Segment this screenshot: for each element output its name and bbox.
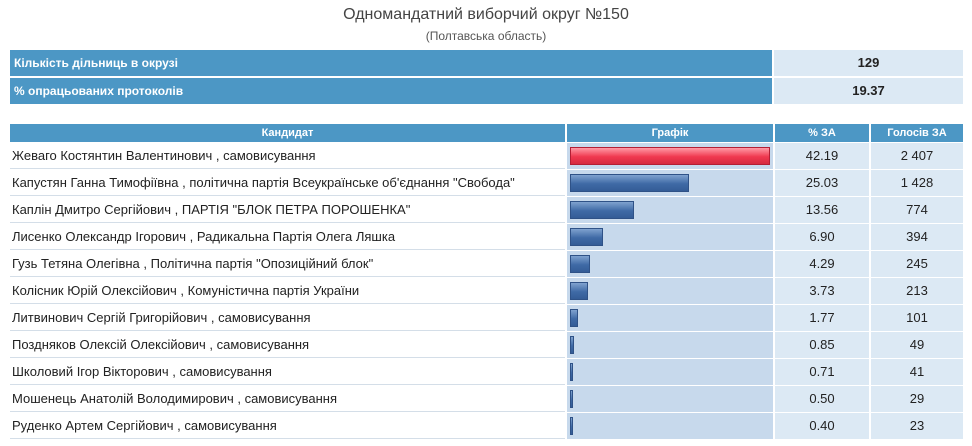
table-row: Колісник Юрій Олексійович , Комуністична… — [10, 278, 963, 304]
percent-value: 0.85 — [775, 332, 869, 358]
vote-bar — [570, 282, 588, 300]
candidate-name: Руденко Артем Сергійович , самовисування — [10, 413, 565, 439]
results-table: Кандидат Графік % ЗА Голосів ЗА Жеваго К… — [10, 124, 963, 439]
summary-row-stations: Кількість дільниць в окрузі 129 — [10, 50, 963, 76]
candidate-name: Литвинович Сергій Григорійович , самовис… — [10, 305, 565, 331]
votes-value: 1 428 — [871, 170, 963, 196]
page-subtitle: (Полтавська область) — [425, 29, 547, 43]
vote-bar — [570, 147, 770, 165]
summary-table: Кількість дільниць в окрузі 129 % опраць… — [10, 50, 963, 106]
summary-label: % опрацьованих протоколів — [10, 78, 772, 104]
header-percent: % ЗА — [775, 124, 869, 142]
votes-value: 41 — [871, 359, 963, 385]
vote-bar — [570, 228, 603, 246]
percent-value: 25.03 — [775, 170, 869, 196]
table-row: Каплін Дмитро Сергійович , ПАРТІЯ "БЛОК … — [10, 197, 963, 223]
votes-value: 101 — [871, 305, 963, 331]
table-row: Поздняков Олексій Олексійович , самовису… — [10, 332, 963, 358]
percent-value: 42.19 — [775, 143, 869, 169]
table-row: Руденко Артем Сергійович , самовисування… — [10, 413, 963, 439]
header-candidate: Кандидат — [10, 124, 565, 142]
candidate-name: Жеваго Костянтин Валентинович , самовису… — [10, 143, 565, 169]
votes-value: 29 — [871, 386, 963, 412]
votes-value: 394 — [871, 224, 963, 250]
percent-value: 0.50 — [775, 386, 869, 412]
table-row: Гузь Тетяна Олегівна , Політична партія … — [10, 251, 963, 277]
votes-value: 49 — [871, 332, 963, 358]
summary-value: 19.37 — [774, 78, 963, 104]
candidate-name: Гузь Тетяна Олегівна , Політична партія … — [10, 251, 565, 277]
percent-value: 3.73 — [775, 278, 869, 304]
percent-value: 13.56 — [775, 197, 869, 223]
graph-cell — [567, 278, 773, 304]
votes-value: 23 — [871, 413, 963, 439]
table-row: Жеваго Костянтин Валентинович , самовису… — [10, 143, 963, 169]
percent-value: 0.40 — [775, 413, 869, 439]
table-row: Литвинович Сергій Григорійович , самовис… — [10, 305, 963, 331]
vote-bar — [570, 174, 689, 192]
votes-value: 774 — [871, 197, 963, 223]
graph-cell — [567, 197, 773, 223]
graph-cell — [567, 143, 773, 169]
vote-bar — [570, 309, 578, 327]
vote-bar — [570, 255, 590, 273]
votes-value: 213 — [871, 278, 963, 304]
results-header: Кандидат Графік % ЗА Голосів ЗА — [10, 124, 963, 142]
table-row: Школовий Ігор Вікторович , самовисування… — [10, 359, 963, 385]
vote-bar — [570, 201, 634, 219]
candidate-name: Колісник Юрій Олексійович , Комуністична… — [10, 278, 565, 304]
vote-bar — [570, 417, 573, 435]
graph-cell — [567, 413, 773, 439]
summary-row-processed: % опрацьованих протоколів 19.37 — [10, 78, 963, 104]
graph-cell — [567, 305, 773, 331]
vote-bar — [570, 336, 574, 354]
vote-bar — [570, 390, 573, 408]
graph-cell — [567, 170, 773, 196]
vote-bar — [570, 363, 573, 381]
candidate-name: Каплін Дмитро Сергійович , ПАРТІЯ "БЛОК … — [10, 197, 565, 223]
percent-value: 0.71 — [775, 359, 869, 385]
table-row: Капустян Ганна Тимофіївна , політична па… — [10, 170, 963, 196]
page-title: Одномандатний виборчий округ №150 — [343, 6, 629, 23]
graph-cell — [567, 332, 773, 358]
summary-label: Кількість дільниць в окрузі — [10, 50, 772, 76]
candidate-name: Капустян Ганна Тимофіївна , політична па… — [10, 170, 565, 196]
header-votes: Голосів ЗА — [871, 124, 963, 142]
graph-cell — [567, 359, 773, 385]
candidate-name: Мошенець Анатолій Володимирович , самови… — [10, 386, 565, 412]
candidate-name: Поздняков Олексій Олексійович , самовису… — [10, 332, 565, 358]
graph-cell — [567, 251, 773, 277]
graph-cell — [567, 386, 773, 412]
votes-value: 245 — [871, 251, 963, 277]
votes-value: 2 407 — [871, 143, 963, 169]
header-graph: Графік — [567, 124, 773, 142]
percent-value: 4.29 — [775, 251, 869, 277]
graph-cell — [567, 224, 773, 250]
summary-value: 129 — [774, 50, 963, 76]
candidate-name: Школовий Ігор Вікторович , самовисування — [10, 359, 565, 385]
candidate-name: Лисенко Олександр Ігорович , Радикальна … — [10, 224, 565, 250]
table-row: Лисенко Олександр Ігорович , Радикальна … — [10, 224, 963, 250]
table-row: Мошенець Анатолій Володимирович , самови… — [10, 386, 963, 412]
results-body: Жеваго Костянтин Валентинович , самовису… — [10, 143, 963, 439]
percent-value: 1.77 — [775, 305, 869, 331]
percent-value: 6.90 — [775, 224, 869, 250]
